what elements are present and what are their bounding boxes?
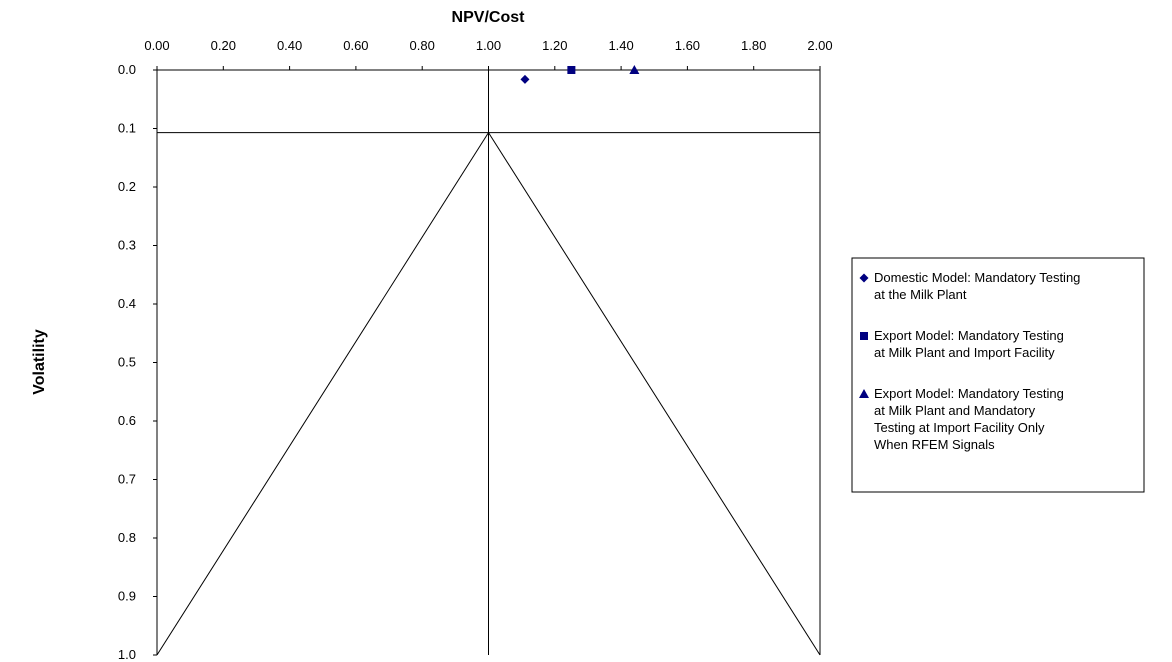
legend-label: When RFEM Signals	[874, 437, 995, 452]
legend-label: Export Model: Mandatory Testing	[874, 386, 1064, 401]
data-point-triangle	[629, 65, 640, 74]
legend-box	[851, 257, 1145, 493]
x-tick-label: 0.00	[144, 38, 169, 53]
legend-label: Export Model: Mandatory Testing	[874, 328, 1064, 343]
x-tick-label: 2.00	[807, 38, 832, 53]
y-tick-label: 0.0	[118, 62, 136, 77]
data-point-square	[567, 66, 576, 74]
legend-label: at Milk Plant and Mandatory	[874, 403, 1036, 418]
x-tick-label: 0.60	[343, 38, 368, 53]
x-tick-label: 1.40	[608, 38, 633, 53]
legend-marker-triangle	[859, 389, 869, 398]
y-tick-label: 0.7	[118, 472, 136, 487]
axes: 0.00 0.20 0.40 0.60 0.80 1.00 1.20 1.40 1.60 1.80…	[118, 38, 833, 662]
y-tick-label: 0.1	[118, 121, 136, 136]
y-tick-label: 1.0	[118, 647, 136, 662]
legend-label: at the Milk Plant	[874, 287, 967, 302]
y-tick-label: 0.3	[118, 238, 136, 253]
x-tick-label: 0.40	[277, 38, 302, 53]
legend-marker-square	[860, 332, 868, 340]
y-tick-label: 0.6	[118, 413, 136, 428]
x-tick-label: 1.60	[675, 38, 700, 53]
legend: Domestic Model: Mandatory Testing at the …	[851, 257, 1145, 493]
x-tick-label: 1.20	[542, 38, 567, 53]
x-tick-label: 0.20	[211, 38, 236, 53]
y-tick-label: 0.4	[118, 296, 136, 311]
y-axis-title: Volatility	[31, 329, 48, 395]
legend-label: at Milk Plant and Import Facility	[874, 345, 1055, 360]
y-tick-label: 0.8	[118, 530, 136, 545]
legend-label: Domestic Model: Mandatory Testing	[874, 270, 1080, 285]
legend-label: Testing at Import Facility Only	[874, 420, 1045, 435]
data-point-diamond	[520, 74, 530, 84]
legend-marker-diamond	[859, 273, 869, 283]
x-axis-title: NPV/Cost	[452, 9, 526, 26]
x-tick-label: 1.00	[476, 38, 501, 53]
data-points	[520, 65, 640, 84]
x-tick-label: 1.80	[741, 38, 766, 53]
triangle-left-line	[156, 132, 489, 656]
triangle-right-line	[488, 132, 821, 656]
y-tick-label: 0.5	[118, 355, 136, 370]
reference-lines	[156, 70, 821, 656]
x-tick-label: 0.80	[410, 38, 435, 53]
y-tick-label: 0.2	[118, 179, 136, 194]
y-tick-label: 0.9	[118, 589, 136, 604]
